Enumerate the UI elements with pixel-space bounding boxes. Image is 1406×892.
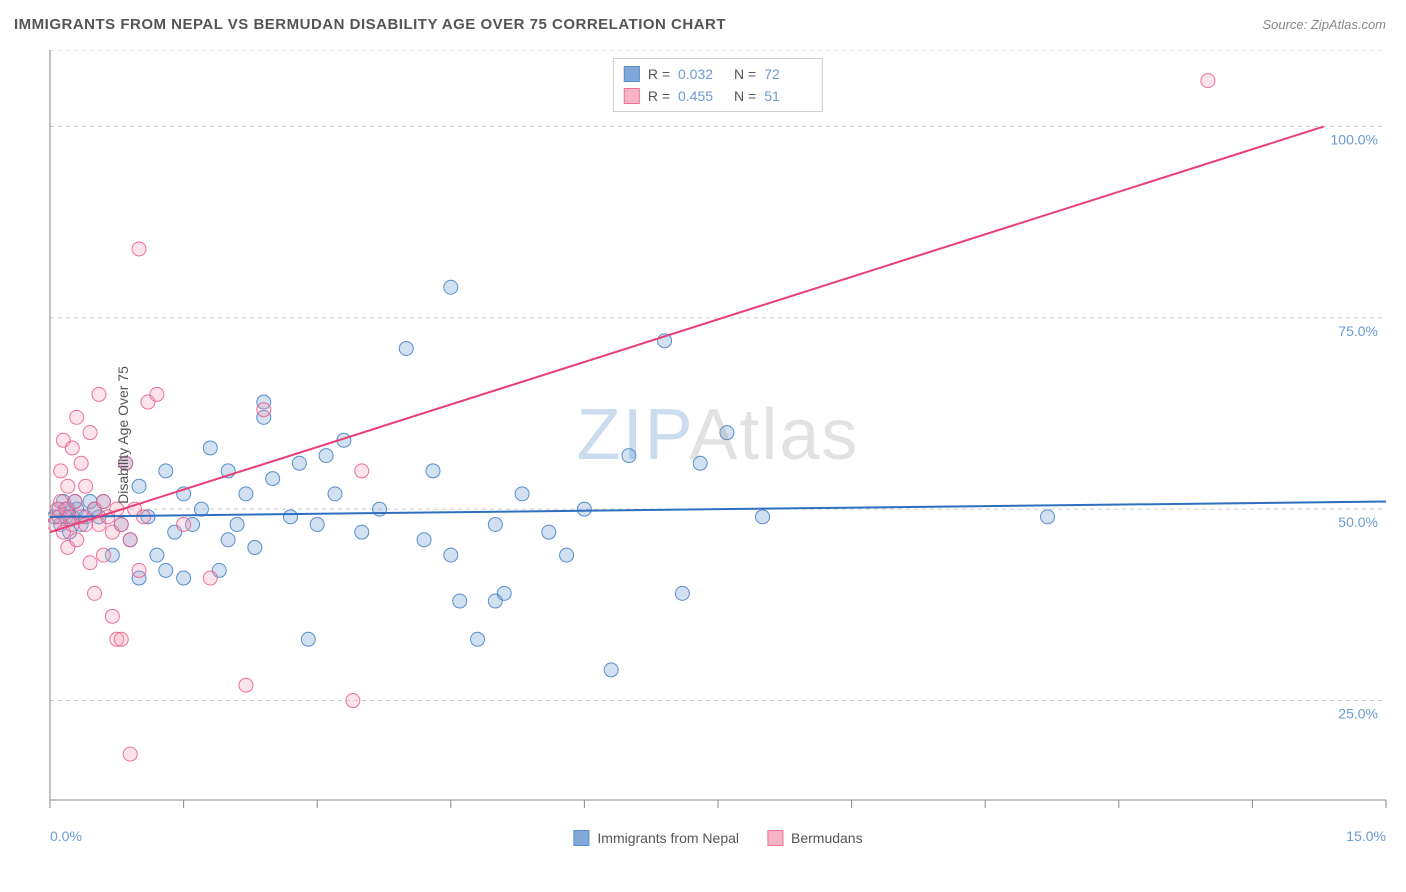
svg-text:25.0%: 25.0% (1338, 706, 1378, 722)
svg-text:50.0%: 50.0% (1338, 514, 1378, 530)
chart-plot-area: Disability Age Over 75 25.0% 50.0% 75.0% 10… (48, 50, 1388, 820)
legend-n-label: N = (734, 88, 756, 104)
svg-text:100.0%: 100.0% (1331, 132, 1378, 148)
legend-swatch-series-1 (624, 66, 640, 82)
legend-r-value-1: 0.032 (678, 66, 726, 82)
legend-r-label: R = (648, 66, 670, 82)
legend-n-label: N = (734, 66, 756, 82)
chart-header: IMMIGRANTS FROM NEPAL VS BERMUDAN DISABI… (0, 0, 1406, 40)
svg-text:75.0%: 75.0% (1338, 323, 1378, 339)
legend-row-series-1: R = 0.032 N = 72 (624, 63, 812, 85)
scatter-chart-svg: 25.0% 50.0% 75.0% 100.0% (48, 50, 1388, 820)
legend-swatch-series-2 (624, 88, 640, 104)
legend-n-value-2: 51 (764, 88, 812, 104)
legend-row-series-2: R = 0.455 N = 51 (624, 85, 812, 107)
x-axis-min-label: 0.0% (50, 828, 82, 844)
legend-bottom-label-2: Bermudans (791, 830, 863, 846)
legend-bottom-swatch-1 (573, 830, 589, 846)
chart-title: IMMIGRANTS FROM NEPAL VS BERMUDAN DISABI… (14, 16, 726, 33)
legend-n-value-1: 72 (764, 66, 812, 82)
legend-correlation-box: R = 0.032 N = 72 R = 0.455 N = 51 (613, 58, 823, 112)
legend-bottom: Immigrants from Nepal Bermudans (573, 830, 862, 846)
legend-bottom-item-2: Bermudans (767, 830, 863, 846)
legend-r-label: R = (648, 88, 670, 104)
y-axis-label: Disability Age Over 75 (115, 366, 131, 504)
legend-r-value-2: 0.455 (678, 88, 726, 104)
legend-bottom-item-1: Immigrants from Nepal (573, 830, 739, 846)
legend-bottom-swatch-2 (767, 830, 783, 846)
chart-source: Source: ZipAtlas.com (1262, 17, 1386, 32)
legend-bottom-label-1: Immigrants from Nepal (597, 830, 739, 846)
x-axis-max-label: 15.0% (1346, 828, 1386, 844)
